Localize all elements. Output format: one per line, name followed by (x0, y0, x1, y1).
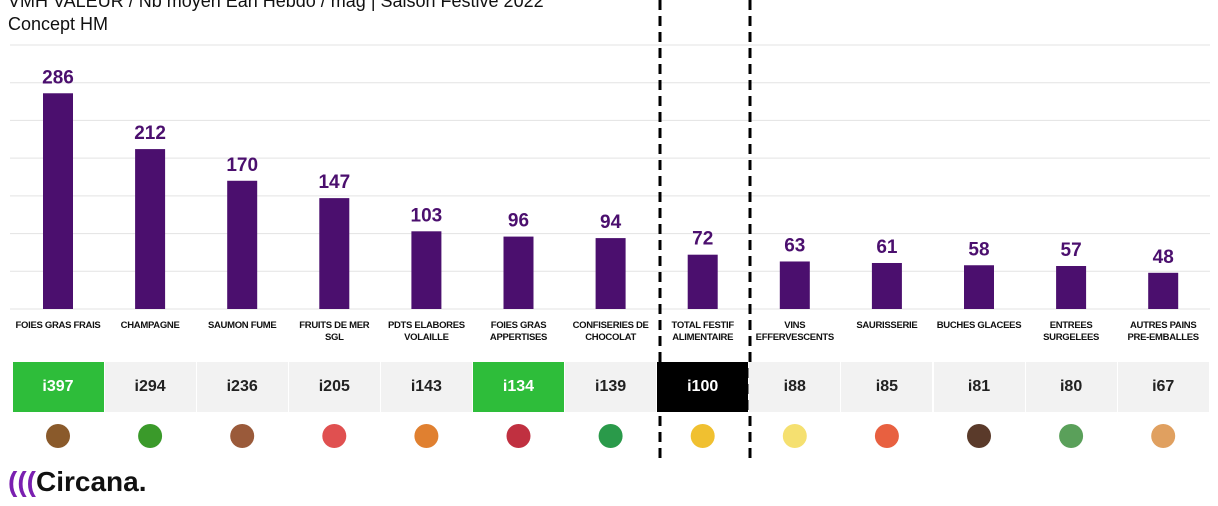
x-tick-label: CONFISERIES DE CHOCOLAT (572, 320, 649, 343)
title: VMH VALEUR / Nb moyen Ean Hebdo / mag | … (8, 0, 544, 11)
index-cell: i294 (104, 362, 196, 412)
x-tick-label: PDTS ELABORES VOLAILLE (387, 320, 465, 343)
index-cell: i205 (288, 362, 380, 412)
index-cell: i139 (565, 362, 657, 412)
x-tick-label: FOIES GRAS APPERTISES (489, 320, 548, 343)
icon (690, 424, 715, 448)
value-label: 61 (876, 237, 898, 258)
x-tick-label: ENTREES SURGELEES (1043, 320, 1100, 343)
icon (1059, 424, 1084, 448)
x-tick-label: VINS EFFERVESCENTS (755, 320, 835, 343)
bar (411, 231, 442, 309)
value-label: 48 (1153, 247, 1174, 268)
icon (230, 424, 255, 448)
value-label: 147 (318, 172, 350, 193)
icon (1151, 424, 1176, 448)
bar (1148, 272, 1179, 309)
subtitle: Concept HM (8, 14, 109, 34)
index-cell: i236 (196, 362, 288, 412)
icon (414, 424, 439, 448)
index-cell: i397 (12, 362, 104, 412)
logo: (((Circana. (8, 466, 147, 497)
index-cell: i81 (933, 362, 1025, 412)
bar (503, 236, 534, 309)
icon (506, 424, 531, 448)
bar (687, 254, 718, 309)
bar (1056, 266, 1087, 309)
icons (46, 424, 1176, 448)
x-tick-label: AUTRES PAINS PRE-EMBALLES (1127, 320, 1200, 343)
index-cell: i88 (749, 362, 841, 412)
logo-text: Circana. (35, 466, 147, 497)
icon (138, 424, 163, 448)
value-label: 170 (226, 155, 258, 176)
bar (319, 198, 350, 309)
x-tick-label: BUCHES GLACEES (936, 320, 1022, 331)
value-label: 94 (600, 212, 622, 233)
icon (967, 424, 991, 448)
index-cell: i100 (657, 362, 749, 412)
value-label: 57 (1061, 240, 1082, 261)
index-cell: i80 (1025, 362, 1117, 412)
bar (595, 238, 626, 309)
icon (598, 424, 623, 448)
x-tick-label: SAURISSERIE (856, 320, 918, 331)
value-label: 96 (508, 211, 529, 232)
bar (43, 93, 73, 309)
value-label: 103 (411, 205, 443, 226)
icon (46, 424, 70, 448)
index-cell: i67 (1117, 362, 1209, 412)
bar (227, 180, 258, 309)
index-cell: i134 (473, 362, 564, 412)
value-label: 63 (784, 235, 805, 256)
value-label: 212 (134, 123, 166, 144)
x-tick-label: SAUMON FUME (207, 320, 277, 331)
bar (779, 261, 810, 309)
bar (871, 262, 902, 309)
x-tick-label: FRUITS DE MER SGL (299, 320, 370, 343)
bar (135, 149, 166, 309)
index-cell: i143 (380, 362, 472, 412)
x-tick-label: TOTAL FESTIF ALIMENTAIRE (671, 320, 735, 343)
x-tick-label: CHAMPAGNE (120, 320, 180, 331)
bar (964, 265, 994, 309)
value-label: 286 (42, 67, 74, 88)
index-cell: i85 (841, 362, 933, 412)
x-tick-label: FOIES GRAS FRAIS (15, 320, 101, 331)
value-label: 72 (692, 229, 713, 250)
icon (782, 424, 807, 448)
value-label: 58 (968, 239, 989, 260)
icon (874, 424, 899, 448)
icon (322, 424, 347, 448)
